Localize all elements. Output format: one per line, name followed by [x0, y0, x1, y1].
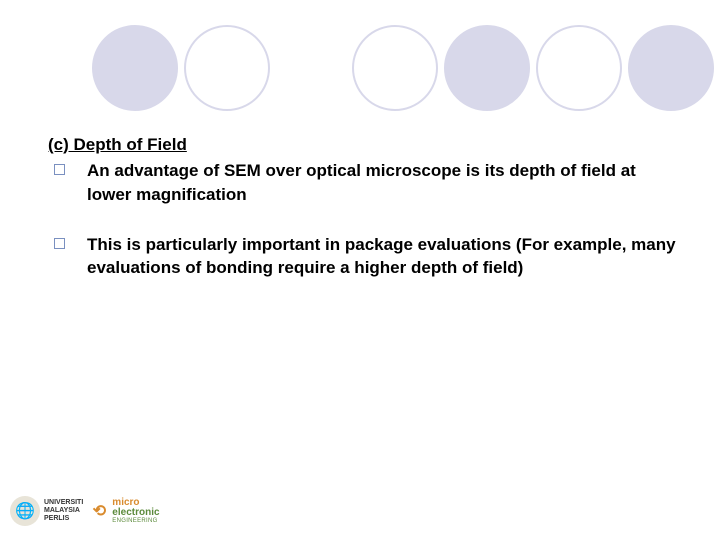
bullet-item: An advantage of SEM over optical microsc…: [48, 159, 680, 207]
decorative-circle: [444, 25, 530, 111]
decorative-circle: [184, 25, 270, 111]
bullet-text: An advantage of SEM over optical microsc…: [87, 159, 680, 207]
decorative-circle: [628, 25, 714, 111]
bullet-marker-icon: [54, 238, 65, 249]
university-logo: 🌐 UNIVERSITI MALAYSIA PERLIS: [10, 496, 83, 526]
decorative-circle: [536, 25, 622, 111]
university-badge-icon: 🌐: [10, 496, 40, 526]
microelectronic-logo: ⟲ micro electronic ENGINEERING: [89, 498, 159, 524]
decorative-circles: [0, 18, 720, 118]
bullet-text: This is particularly important in packag…: [87, 233, 680, 281]
bullet-marker-icon: [54, 164, 65, 175]
decorative-circle: [352, 25, 438, 111]
me-swirl-icon: ⟲: [89, 501, 109, 521]
slide-content: (c) Depth of Field An advantage of SEM o…: [48, 135, 680, 280]
footer-logos: 🌐 UNIVERSITI MALAYSIA PERLIS ⟲ micro ele…: [10, 496, 160, 526]
section-heading: (c) Depth of Field: [48, 135, 680, 155]
university-name: UNIVERSITI MALAYSIA PERLIS: [44, 499, 83, 522]
decorative-circle: [92, 25, 178, 111]
bullet-item: This is particularly important in packag…: [48, 233, 680, 281]
globe-icon: 🌐: [15, 501, 35, 521]
me-text: micro electronic ENGINEERING: [112, 498, 159, 524]
